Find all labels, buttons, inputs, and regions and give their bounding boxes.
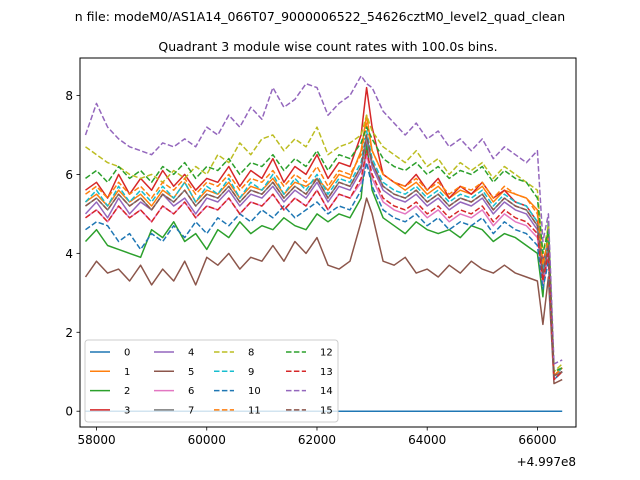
x-axis: 58000 60000 62000 64000 66000 [77, 427, 557, 447]
legend-label-0: 0 [124, 348, 130, 359]
y-tick-label: 2 [65, 326, 73, 340]
legend-label-7: 7 [188, 405, 194, 416]
legend-label-5: 5 [188, 367, 194, 378]
legend-label-8: 8 [248, 348, 254, 359]
legend-label-4: 4 [188, 348, 194, 359]
legend-label-11: 11 [248, 405, 261, 416]
series-line-14 [84, 75, 563, 365]
chart-title: Quadrant 3 module wise count rates with … [158, 39, 497, 54]
legend-label-14: 14 [320, 386, 333, 397]
legend-label-9: 9 [248, 367, 254, 378]
legend-label-3: 3 [124, 405, 130, 416]
series-line-4 [84, 138, 563, 377]
figure-suptitle: n file: modeM0/AS1A14_066T07_9000006522_… [75, 9, 565, 24]
plot-area [79, 57, 577, 428]
series-line-13 [85, 149, 563, 381]
series-line-3 [85, 86, 563, 377]
series-layer [84, 75, 563, 412]
legend-label-12: 12 [320, 348, 333, 359]
legend-label-6: 6 [188, 386, 194, 397]
series-line-8 [85, 114, 563, 373]
series-line-5 [84, 197, 563, 385]
y-tick-label: 8 [65, 89, 73, 103]
legend-box [84, 339, 339, 423]
series-line-9 [84, 130, 563, 377]
x-tick-label: 64000 [408, 433, 446, 447]
series-line-15 [85, 134, 563, 377]
series-line-1 [85, 114, 563, 377]
legend-label-2: 2 [124, 386, 130, 397]
series-line-2 [84, 142, 563, 381]
x-tick-label: 58000 [77, 433, 115, 447]
series-line-10 [85, 161, 563, 381]
y-axis: 0 2 4 6 8 [65, 89, 80, 419]
x-tick-label: 66000 [518, 433, 556, 447]
legend-label-1: 1 [124, 367, 130, 378]
legend-label-13: 13 [320, 367, 333, 378]
x-offset-label: +4.997e8 [517, 455, 576, 469]
legend-label-15: 15 [320, 405, 333, 416]
series-line-11 [85, 122, 563, 377]
axes-frame [79, 57, 577, 428]
legend-label-10: 10 [248, 386, 261, 397]
y-tick-label: 4 [65, 247, 73, 261]
x-tick-label: 60000 [188, 433, 226, 447]
y-tick-label: 0 [65, 405, 73, 419]
series-line-12 [85, 126, 563, 373]
x-tick-label: 62000 [298, 433, 336, 447]
y-tick-label: 6 [65, 168, 73, 182]
